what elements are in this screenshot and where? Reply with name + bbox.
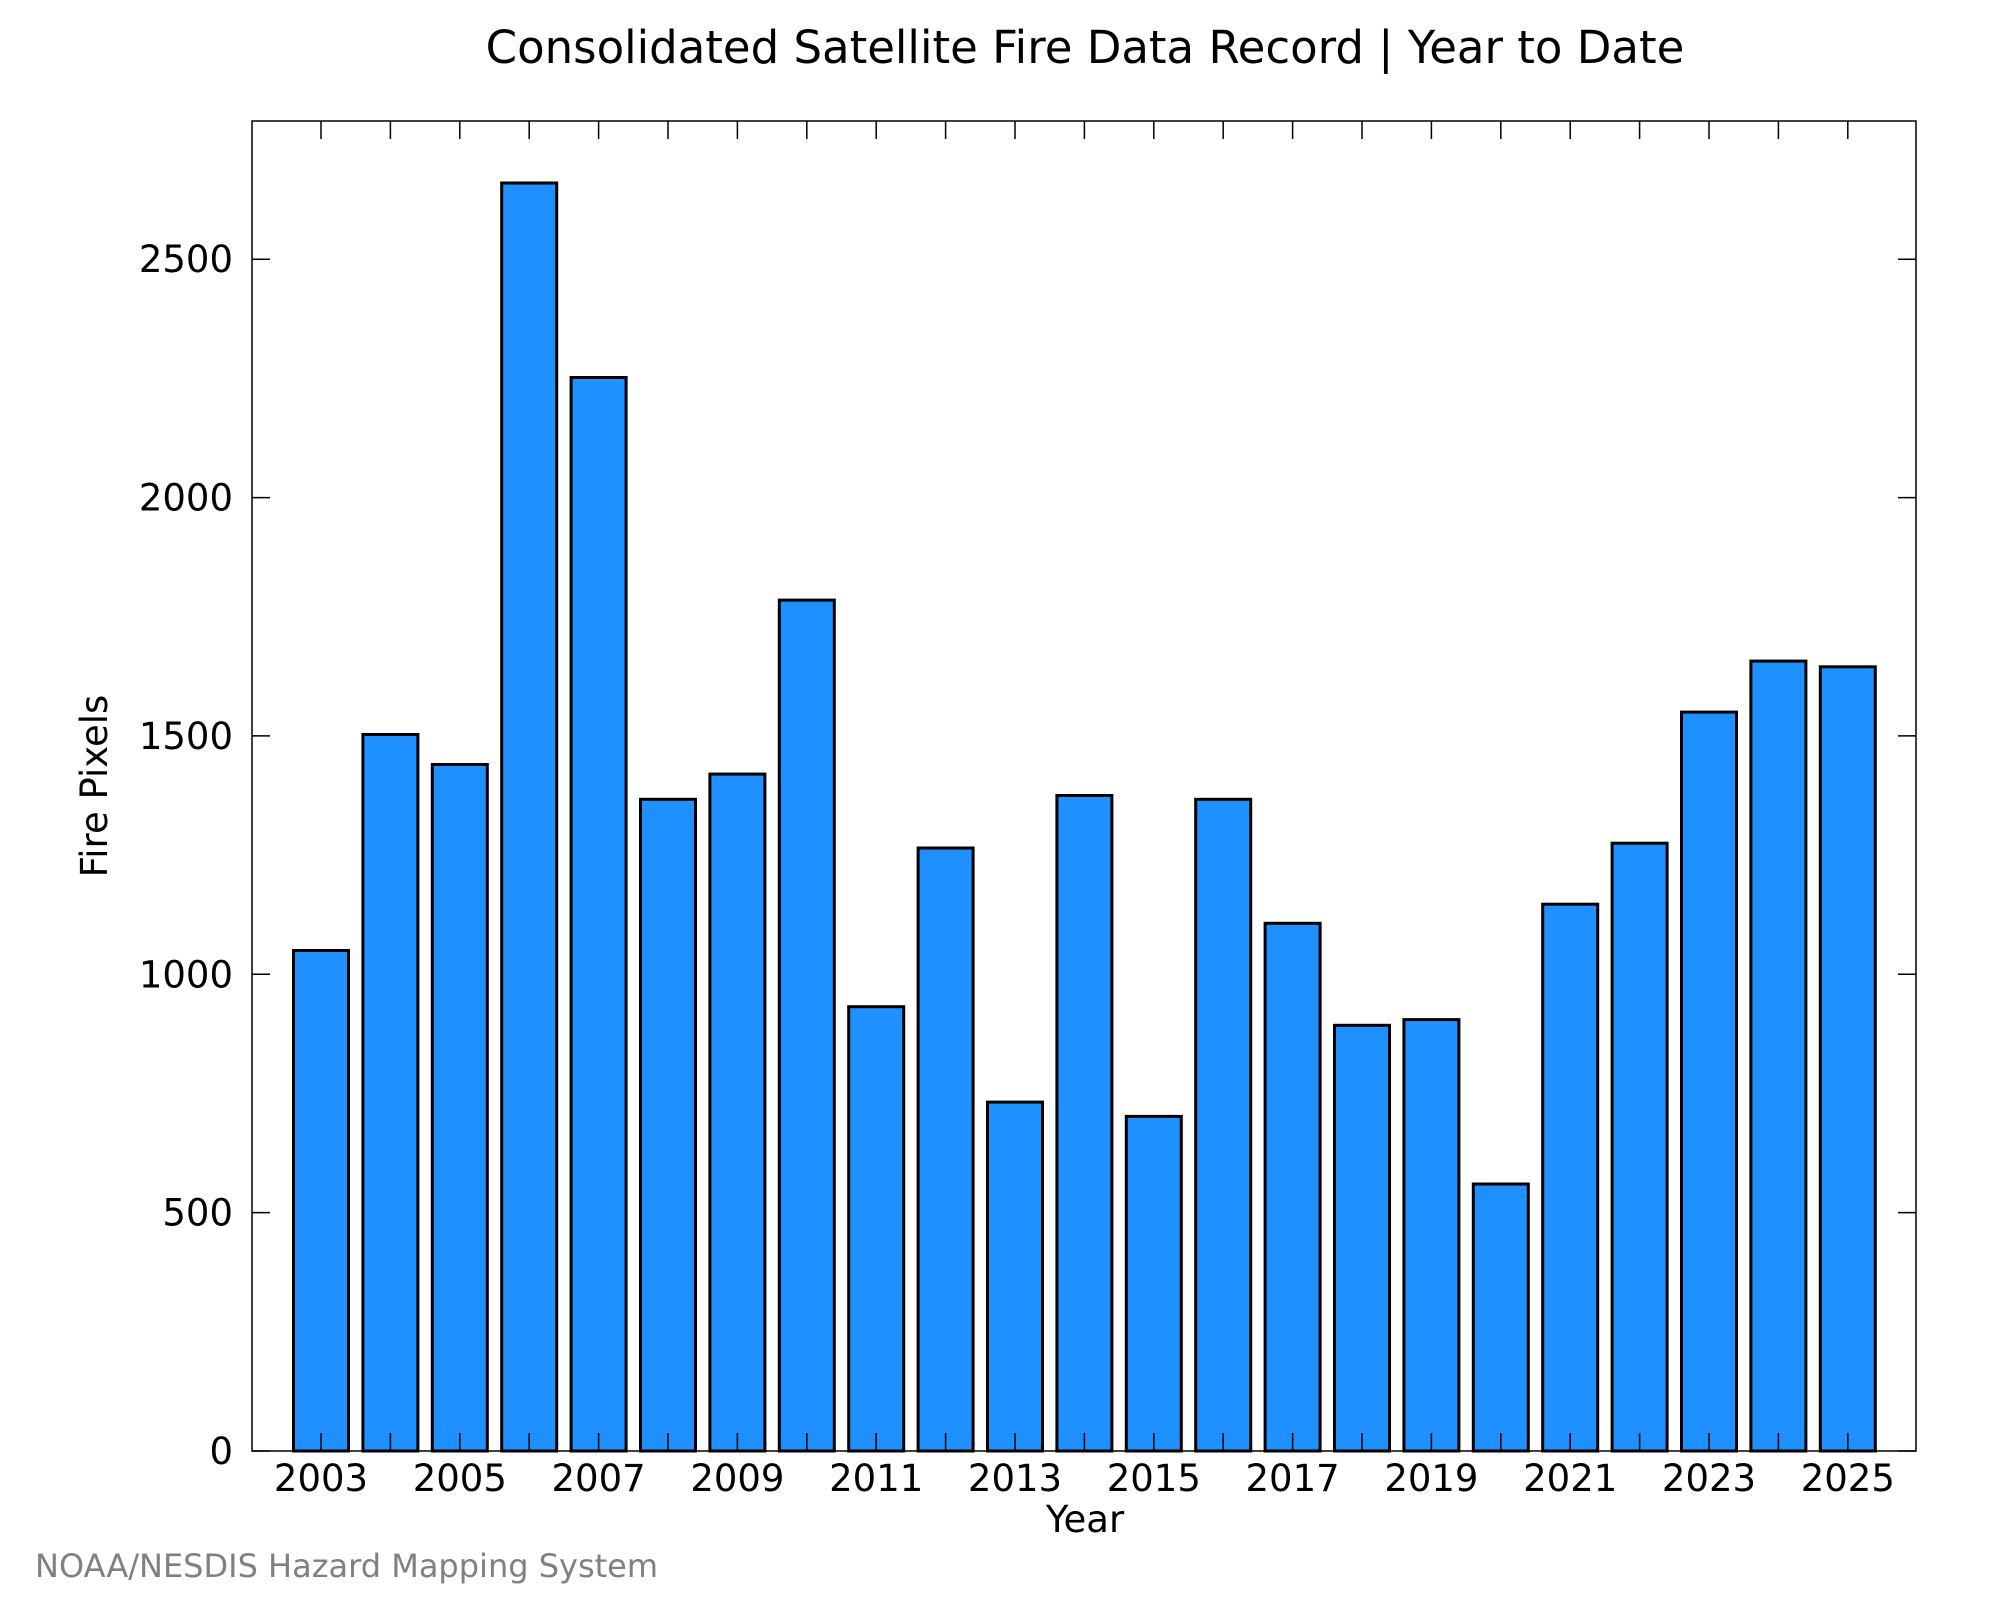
- bar-2004: [361, 733, 420, 1453]
- x-axis-label: Year: [1045, 1498, 1125, 1541]
- bar-2013: [986, 1100, 1044, 1453]
- bar-2006: [500, 181, 559, 1453]
- bar-2011: [847, 1005, 906, 1453]
- bar-2022: [1610, 841, 1669, 1453]
- bar-2025: [1818, 665, 1877, 1453]
- x-tick-label: 2025: [1801, 1457, 1895, 1500]
- y-tick-label: 1000: [139, 953, 233, 996]
- axis-ticks: [252, 121, 1916, 1452]
- x-tick-label: 2007: [552, 1457, 646, 1500]
- x-tick-label: 2005: [413, 1457, 507, 1500]
- bar-2009: [708, 772, 767, 1453]
- y-tick-label: 2500: [139, 238, 233, 281]
- bar-2012: [916, 846, 975, 1453]
- bar-2008: [639, 797, 697, 1453]
- x-tick-label: 2011: [829, 1457, 923, 1500]
- y-tick-label: 500: [162, 1192, 233, 1235]
- x-tick-label: 2015: [1107, 1457, 1201, 1500]
- source-credit: NOAA/NESDIS Hazard Mapping System: [35, 1547, 658, 1585]
- y-tick-label: 1500: [139, 715, 233, 758]
- bar-2019: [1402, 1018, 1461, 1453]
- bar-2018: [1333, 1023, 1391, 1453]
- x-tick-labels: 2003 2005 2007 2009 2011 2013 2015 2017 2019 2021…: [274, 1457, 1895, 1500]
- y-axis-label: Fire Pixels: [73, 695, 116, 878]
- chart-title: Consolidated Satellite Fire Data Record …: [486, 21, 1685, 74]
- bar-2017: [1263, 921, 1322, 1453]
- bar-2005: [430, 763, 489, 1453]
- x-tick-label: 2017: [1246, 1457, 1340, 1500]
- bar-2007: [569, 376, 628, 1453]
- y-tick-label: 0: [209, 1430, 233, 1473]
- bar-2014: [1055, 794, 1114, 1453]
- bar-2010: [777, 598, 836, 1453]
- bar-2021: [1541, 902, 1600, 1453]
- x-tick-label: 2021: [1523, 1457, 1617, 1500]
- x-tick-label: 2003: [274, 1457, 368, 1500]
- y-tick-label: 2000: [139, 477, 233, 520]
- bar-2023: [1680, 710, 1738, 1453]
- x-tick-label: 2019: [1384, 1457, 1478, 1500]
- bar-2003: [292, 949, 350, 1453]
- bar-2024: [1749, 659, 1808, 1453]
- bar-2015: [1124, 1114, 1183, 1453]
- plot-frame: [251, 120, 1917, 1452]
- bar-series: [292, 181, 1877, 1453]
- y-tick-labels: 0 500 1000 1500 2000 2500: [139, 238, 233, 1473]
- x-tick-label: 2009: [690, 1457, 784, 1500]
- bar-2020: [1471, 1182, 1530, 1453]
- bar-2016: [1194, 797, 1253, 1453]
- x-tick-label: 2013: [968, 1457, 1062, 1500]
- x-tick-label: 2023: [1662, 1457, 1756, 1500]
